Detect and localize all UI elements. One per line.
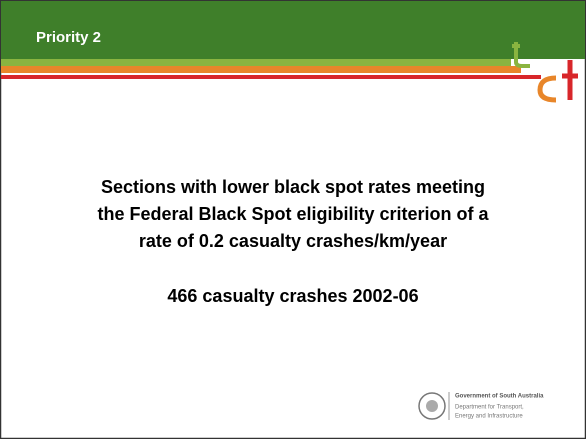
summary: 466 casualty crashes 2002-06: [167, 286, 418, 306]
header-band: [1, 1, 585, 59]
footer-logo: Government of South Australia Department…: [418, 392, 544, 420]
red-stripe: [1, 75, 541, 79]
orange-stripe: [1, 66, 521, 73]
logo-text: Government of South Australia: [455, 394, 544, 400]
green-stripe: [1, 59, 511, 66]
body-line: Sections with lower black spot rates mee…: [101, 177, 485, 197]
body-line: rate of 0.2 casualty crashes/km/year: [139, 231, 447, 251]
header-logo: [512, 42, 578, 103]
body-line: the Federal Black Spot eligibility crite…: [97, 204, 489, 224]
slide-title: Priority 2: [36, 29, 101, 46]
logo-text: Energy and Infrastructure: [455, 414, 523, 420]
logo-text: Department for Transport,: [455, 405, 524, 411]
